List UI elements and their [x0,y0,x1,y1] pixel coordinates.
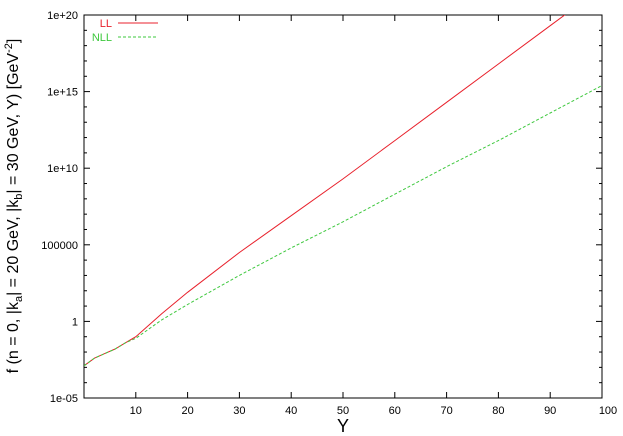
legend: LL NLL [92,18,158,44]
y-axis-ticks: 1e-05 1 100000 1e+10 1e+15 1e+20 [41,10,602,405]
y-axis-label: f (n = 0, |ka| = 20 GeV, |kb| = 30 GeV, … [3,39,25,374]
x-tick-label: 80 [492,405,504,417]
plot-frame [83,14,603,399]
y-tick-label: 1e+10 [47,163,78,175]
series-line-nll [84,85,602,367]
x-tick-label: 60 [389,405,401,417]
x-tick-label: 70 [440,405,452,417]
series-layer [84,15,602,367]
x-tick-label: 50 [337,405,349,417]
y-tick-label: 1e-05 [50,393,78,405]
y-tick-label: 100000 [41,240,78,252]
legend-label-ll: LL [100,18,112,30]
x-tick-label: 30 [233,405,245,417]
y-tick-label: 1e+20 [47,10,78,22]
legend-label-nll: NLL [92,32,112,44]
x-tick-label: 100 [599,405,617,417]
y-tick-label: 1e+15 [47,87,78,99]
x-tick-label: 10 [130,405,142,417]
x-axis-label: Y [337,416,349,436]
x-tick-label: 90 [544,405,556,417]
x-tick-label: 40 [285,405,297,417]
series-line-ll [84,15,566,367]
x-tick-label: 20 [181,405,193,417]
x-axis-ticks: 10 20 30 40 50 60 70 80 90 100 [130,15,617,417]
y-tick-label: 1 [72,316,78,328]
